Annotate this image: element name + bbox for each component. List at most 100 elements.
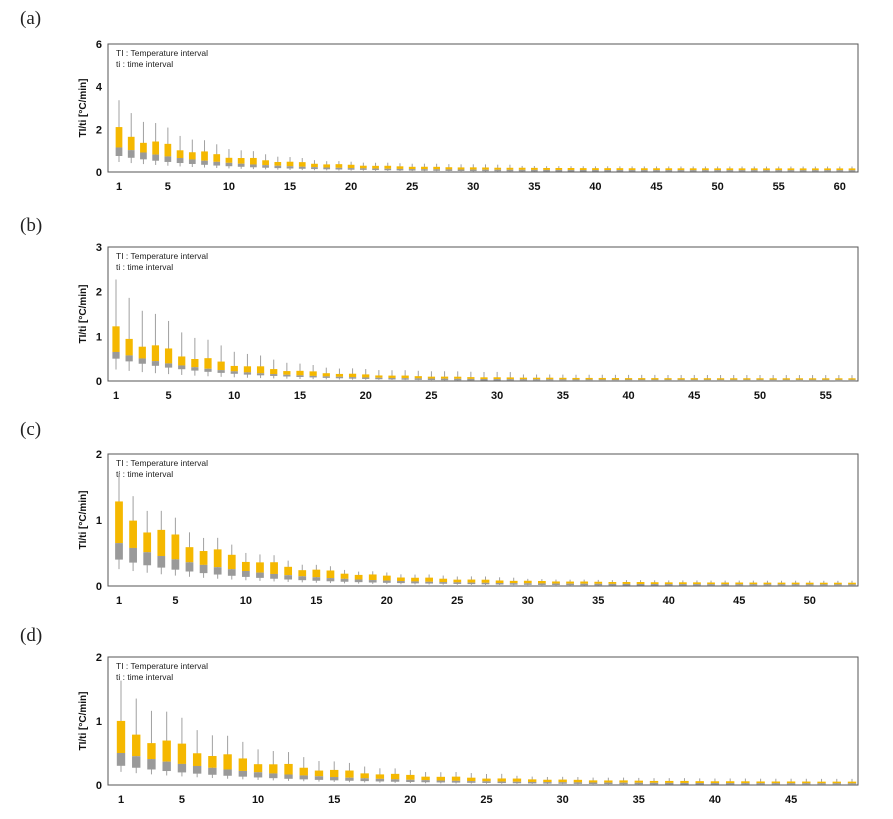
box-item [388,370,396,380]
box-lower-quartile [390,779,400,782]
box-lower-quartile [270,374,278,376]
x-tick-label: 50 [711,181,723,193]
box-lower-quartile [640,170,648,172]
box-upper-quartile [649,780,659,783]
box-upper-quartile [738,168,746,171]
box-item [467,371,475,381]
box-upper-quartile [467,579,476,583]
box-lower-quartile [115,147,123,156]
plot-frame [107,43,859,173]
box-lower-quartile [566,583,574,586]
box-lower-quartile [243,372,252,375]
box-lower-quartile [362,377,370,379]
box-lower-quartile [532,379,541,381]
legend-entry: TI : Temperature interval [116,48,208,58]
box-item [611,374,620,381]
box-item [326,566,335,584]
box-lower-quartile [588,782,598,784]
box-lower-quartile [414,378,422,380]
y-tick-label: 0 [96,376,102,388]
box-lower-quartile [256,373,265,376]
box-upper-quartile [178,356,186,366]
box-item [506,372,514,381]
box-item [543,166,550,172]
box-item [372,162,379,171]
box-lower-quartile [506,169,514,172]
box-upper-quartile [177,743,187,764]
box-upper-quartile [138,346,146,359]
box-upper-quartile [628,168,636,171]
box-lower-quartile [309,375,317,378]
box-upper-quartile [552,581,560,584]
box-lower-quartile [284,575,293,580]
box-lower-quartile [481,582,490,585]
box-item [127,113,135,164]
box-upper-quartile [763,168,770,171]
box-upper-quartile [140,142,147,153]
box-lower-quartile [653,170,660,172]
box-item [375,768,385,783]
box-lower-quartile [634,782,643,785]
box-upper-quartile [494,167,502,170]
box-lower-quartile [848,584,856,586]
x-tick-label: 40 [589,181,601,193]
box-item [493,371,501,381]
box-lower-quartile [164,156,172,162]
box-upper-quartile [743,378,751,380]
box-upper-quartile [425,577,433,582]
box-upper-quartile [256,366,265,374]
box-upper-quartile [323,164,331,168]
box-item [457,164,465,172]
box-upper-quartile [445,167,453,170]
box-item [397,574,405,585]
box-item [469,164,477,172]
box-upper-quartile [650,582,659,585]
box-lower-quartile [225,162,233,167]
box-upper-quartile [411,577,419,582]
box-lower-quartile [238,770,248,777]
box-lower-quartile [227,569,236,576]
x-tick-label: 35 [528,181,540,193]
box-item [538,579,546,586]
box-lower-quartile [763,584,772,586]
box-upper-quartile [677,378,685,380]
box-lower-quartile [230,371,238,374]
box-upper-quartile [592,168,599,171]
box-lower-quartile [388,377,396,380]
box-upper-quartile [482,778,491,782]
box-upper-quartile [573,779,583,783]
y-axis-label: TI/ti [°C/min] [78,79,89,138]
box-item [624,374,633,382]
box-item [312,564,321,583]
box-item [559,374,567,381]
box-item [323,161,331,171]
box-lower-quartile [116,753,126,766]
box-lower-quartile [115,543,123,560]
box-item [299,757,308,782]
box-upper-quartile [588,780,598,783]
x-tick-label: 25 [406,181,418,193]
box-lower-quartile [396,168,404,171]
box-item [619,777,628,785]
box-upper-quartile [171,534,180,560]
box-lower-quartile [482,169,489,172]
box-item [368,571,377,584]
box-item [678,580,687,586]
box-upper-quartile [805,582,814,585]
box-item [309,365,317,380]
box-upper-quartile [359,165,367,169]
plot-frame [107,656,859,786]
box-upper-quartile [811,168,819,171]
box-upper-quartile [834,582,842,585]
box-upper-quartile [824,168,831,171]
box-item [414,370,422,381]
box-lower-quartile [335,376,344,379]
box-upper-quartile [495,580,504,584]
box-upper-quartile [611,378,620,380]
box-lower-quartile [579,170,587,172]
box-lower-quartile [741,783,750,785]
box-upper-quartile [710,781,720,784]
box-item [132,698,141,774]
box-item [217,345,225,377]
